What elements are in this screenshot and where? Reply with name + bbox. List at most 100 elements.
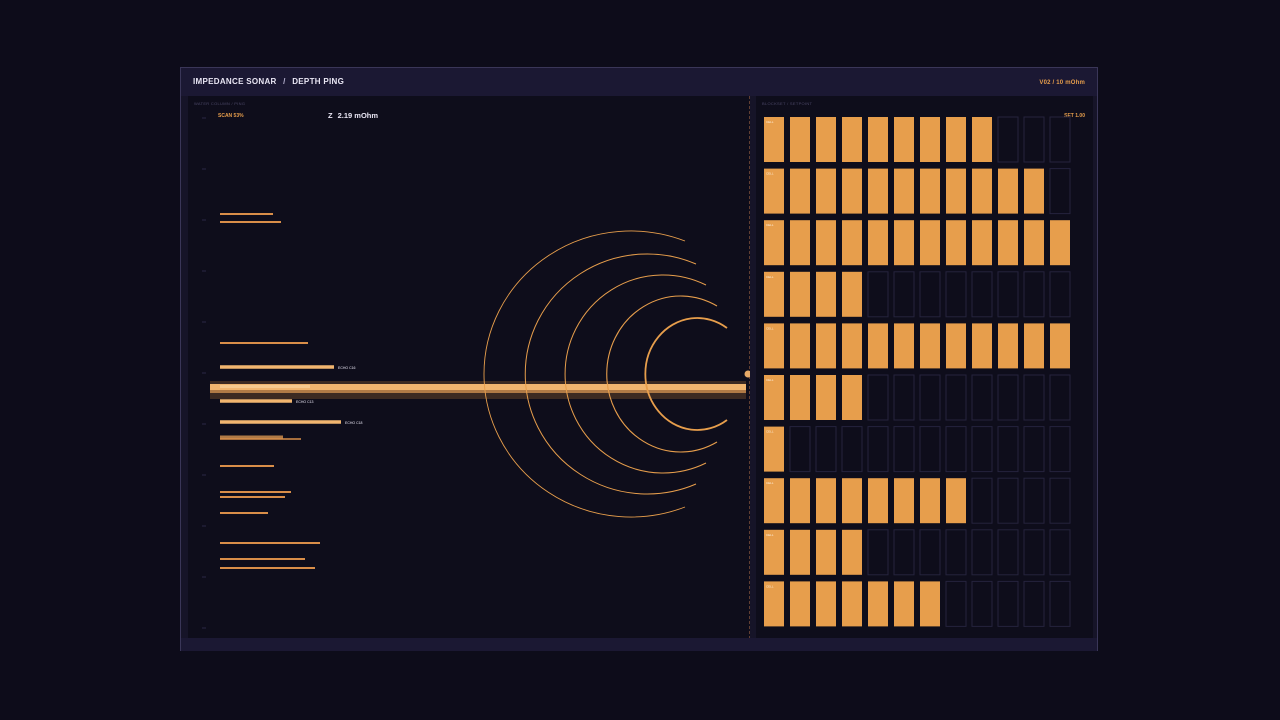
echo-label: ECHO C16 <box>338 366 356 370</box>
grid-cell-filled <box>868 581 888 627</box>
cell-grid: CELL CELL CELL CELL CELL CELL CELL CELL CELL CELL <box>764 116 1071 627</box>
grid-cell-empty <box>1023 116 1045 163</box>
grid-cell-filled <box>816 478 836 524</box>
grid-cell-filled <box>920 117 940 162</box>
grid-cell-filled <box>998 220 1018 266</box>
grid-cell-filled <box>842 375 862 420</box>
grid-cell-filled <box>998 323 1018 369</box>
grid-cell-filled <box>816 220 836 266</box>
row-label: CELL <box>766 326 774 330</box>
sonar-arc <box>644 317 728 431</box>
sonar-arc <box>564 274 707 474</box>
grid-cell-filled <box>946 168 966 214</box>
grid-cell-empty <box>1049 477 1071 524</box>
grid-cell-filled <box>868 478 888 524</box>
depth-ticks <box>202 117 206 629</box>
grid-cell-empty <box>971 529 993 576</box>
grid-cell-filled <box>764 375 784 420</box>
grid-cell-filled <box>868 117 888 162</box>
grid-cell-filled <box>946 478 966 524</box>
grid-cell-filled <box>764 117 784 162</box>
grid-cell-filled <box>920 168 940 214</box>
grid-cell-filled <box>816 529 836 575</box>
grid-cell-empty <box>945 426 967 473</box>
status-readout: V02 / 10 mOhm <box>1039 80 1085 86</box>
grid-cell-empty <box>945 271 967 318</box>
grid-cell-filled <box>842 581 862 627</box>
grid-cell-empty <box>789 426 811 473</box>
row-label: CELL <box>766 275 774 279</box>
grid-cell-filled <box>790 168 810 214</box>
row-label: CELL <box>766 120 774 124</box>
grid-cell-filled <box>790 117 810 162</box>
ping-beam-shadow <box>210 390 746 393</box>
row-label: CELL <box>766 430 774 434</box>
grid-cell-empty <box>815 426 837 473</box>
grid-cell-filled <box>972 323 992 369</box>
grid-cell-filled <box>764 478 784 524</box>
sonar-arcs <box>483 230 728 518</box>
grid-cell-empty <box>1049 116 1071 163</box>
echo-traces <box>220 213 341 569</box>
grid-cell-empty <box>971 426 993 473</box>
grid-cell-empty <box>945 580 967 627</box>
grid-cell-filled <box>946 220 966 266</box>
grid-cell-filled <box>894 581 914 627</box>
grid-cell-filled <box>816 581 836 627</box>
grid-cell-empty <box>841 426 863 473</box>
grid-cell-empty <box>997 116 1019 163</box>
title-main: IMPEDANCE SONAR <box>193 77 277 86</box>
grid-cell-empty <box>1023 374 1045 421</box>
grid-cell-empty <box>867 271 889 318</box>
grid-cell-empty <box>971 580 993 627</box>
grid-cell-empty <box>945 374 967 421</box>
grid-cell-filled <box>1024 168 1044 214</box>
grid-cell-empty <box>893 374 915 421</box>
grid-cell-empty <box>971 477 993 524</box>
grid-cell-empty <box>867 374 889 421</box>
sonar-arc <box>483 230 686 518</box>
grid-cell-empty <box>1049 374 1071 421</box>
grid-cell-filled <box>764 220 784 266</box>
grid-cell-empty <box>919 374 941 421</box>
grid-cell-empty <box>1049 580 1071 627</box>
grid-cell-filled <box>1024 220 1044 266</box>
row-label: CELL <box>766 481 774 485</box>
grid-cell-filled <box>790 220 810 266</box>
grid-cell-empty <box>893 529 915 576</box>
grid-cell-filled <box>790 323 810 369</box>
title-separator: / <box>283 77 286 86</box>
grid-cell-filled <box>972 117 992 162</box>
grid-cell-empty <box>1023 271 1045 318</box>
grid-cell-empty <box>971 271 993 318</box>
grid-cell-filled <box>764 581 784 627</box>
grid-cell-filled <box>816 117 836 162</box>
grid-cell-filled <box>764 323 784 369</box>
row-label: CELL <box>766 223 774 227</box>
grid-cell-empty <box>971 374 993 421</box>
grid-cell-filled <box>1024 323 1044 369</box>
grid-cell-filled <box>842 271 862 317</box>
grid-cell-empty <box>945 529 967 576</box>
grid-cell-filled <box>764 426 784 472</box>
header-bar: IMPEDANCE SONAR / DEPTH PING V02 / 10 mO… <box>181 68 1097 96</box>
ping-beam <box>210 384 746 390</box>
grid-cell-filled <box>894 323 914 369</box>
grid-cell-filled <box>842 529 862 575</box>
grid-cell-empty <box>997 426 1019 473</box>
grid-cell-filled <box>868 220 888 266</box>
sonar-panel: WATER COLUMN / PING SCAN 53% Z 2.19 mOhm <box>188 96 750 638</box>
grid-cell-filled <box>816 375 836 420</box>
grid-cell-filled <box>998 168 1018 214</box>
grid-cell-filled <box>816 323 836 369</box>
grid-cell-empty <box>1049 168 1071 215</box>
grid-cell-filled <box>920 478 940 524</box>
grid-cell-empty <box>997 529 1019 576</box>
grid-cell-empty <box>1023 529 1045 576</box>
grid-cell-empty <box>1023 426 1045 473</box>
sonar-window: IMPEDANCE SONAR / DEPTH PING V02 / 10 mO… <box>180 67 1098 651</box>
grid-cell-filled <box>920 581 940 627</box>
z-symbol: Z <box>328 111 333 120</box>
grid-cell-filled <box>1050 220 1070 266</box>
page-title: IMPEDANCE SONAR / DEPTH PING <box>193 77 344 86</box>
